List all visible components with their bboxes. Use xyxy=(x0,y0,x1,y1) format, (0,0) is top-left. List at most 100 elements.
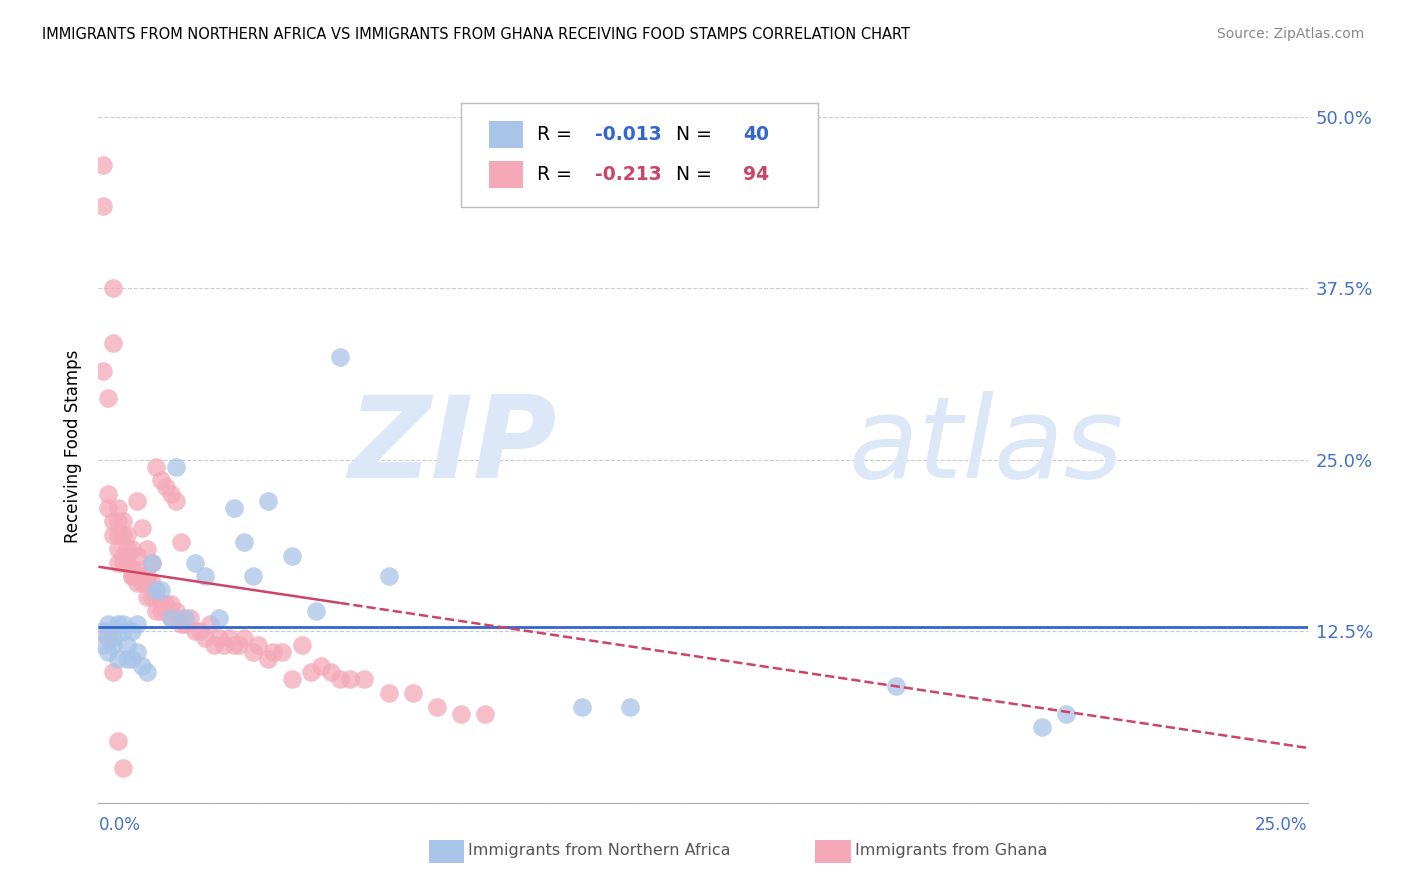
Point xyxy=(117,651,139,665)
Point xyxy=(377,569,399,583)
Point xyxy=(160,610,183,624)
Point xyxy=(204,638,226,652)
Point xyxy=(155,480,177,494)
Text: -0.013: -0.013 xyxy=(595,125,662,144)
Point xyxy=(127,576,149,591)
Point xyxy=(97,645,120,659)
Point xyxy=(299,665,322,680)
FancyBboxPatch shape xyxy=(461,103,818,207)
Point xyxy=(169,617,191,632)
Point xyxy=(165,494,187,508)
Point xyxy=(97,500,120,515)
Point xyxy=(426,699,449,714)
Point xyxy=(339,673,361,687)
Point xyxy=(107,500,129,515)
Point xyxy=(329,350,352,364)
Point xyxy=(165,459,187,474)
Point xyxy=(117,638,139,652)
Point xyxy=(111,549,134,563)
Point xyxy=(218,631,240,645)
Point xyxy=(174,610,197,624)
Point xyxy=(619,699,641,714)
Point xyxy=(1054,706,1077,721)
Text: 0.0%: 0.0% xyxy=(98,816,141,834)
Point xyxy=(101,281,124,295)
Point xyxy=(377,686,399,700)
Point xyxy=(117,549,139,563)
Point xyxy=(117,528,139,542)
Point xyxy=(242,569,264,583)
Point xyxy=(228,638,250,652)
Point xyxy=(117,541,139,556)
Text: -0.213: -0.213 xyxy=(595,165,662,185)
Point xyxy=(402,686,425,700)
Point xyxy=(319,665,342,680)
Point xyxy=(256,651,278,665)
Point xyxy=(127,562,149,576)
Point xyxy=(281,673,304,687)
Point xyxy=(131,576,153,591)
Point xyxy=(232,631,254,645)
Point xyxy=(150,583,173,598)
Point xyxy=(97,617,120,632)
Point xyxy=(165,610,187,624)
Text: N =: N = xyxy=(664,125,718,144)
Text: ZIP: ZIP xyxy=(350,391,558,501)
Point xyxy=(242,645,264,659)
Point xyxy=(111,556,134,570)
Point xyxy=(111,762,134,776)
Point xyxy=(208,610,231,624)
Point xyxy=(121,562,143,576)
Point xyxy=(145,590,167,604)
Point xyxy=(121,624,143,639)
Point xyxy=(155,597,177,611)
Point xyxy=(194,569,217,583)
Point xyxy=(101,528,124,542)
Point xyxy=(208,631,231,645)
Point xyxy=(107,541,129,556)
Point xyxy=(91,199,114,213)
Point xyxy=(155,604,177,618)
Point xyxy=(141,576,163,591)
Point xyxy=(97,487,120,501)
Point xyxy=(174,617,197,632)
Point xyxy=(131,658,153,673)
Point xyxy=(145,583,167,598)
Point xyxy=(450,706,472,721)
Point xyxy=(198,617,221,632)
Point xyxy=(91,624,114,639)
Point xyxy=(107,556,129,570)
Point xyxy=(353,673,375,687)
Point xyxy=(184,624,207,639)
Point xyxy=(184,556,207,570)
Text: 40: 40 xyxy=(742,125,769,144)
Point xyxy=(145,459,167,474)
Bar xyxy=(489,120,523,148)
Point xyxy=(145,604,167,618)
Point xyxy=(117,556,139,570)
Point xyxy=(169,535,191,549)
Point xyxy=(107,617,129,632)
Point xyxy=(1031,720,1053,734)
Point xyxy=(111,624,134,639)
Point xyxy=(121,569,143,583)
Point xyxy=(160,610,183,624)
Point xyxy=(127,645,149,659)
Point xyxy=(262,645,284,659)
Text: R =: R = xyxy=(537,125,578,144)
Point xyxy=(160,597,183,611)
Point xyxy=(91,638,114,652)
Point xyxy=(150,473,173,487)
Text: 25.0%: 25.0% xyxy=(1256,816,1308,834)
Point xyxy=(150,604,173,618)
Point xyxy=(131,569,153,583)
Point xyxy=(194,631,217,645)
Text: N =: N = xyxy=(664,165,718,185)
Point xyxy=(165,604,187,618)
Point xyxy=(135,665,157,680)
Point xyxy=(886,679,908,693)
Point xyxy=(111,617,134,632)
Point xyxy=(97,631,120,645)
Point xyxy=(188,624,211,639)
Text: 94: 94 xyxy=(742,165,769,185)
